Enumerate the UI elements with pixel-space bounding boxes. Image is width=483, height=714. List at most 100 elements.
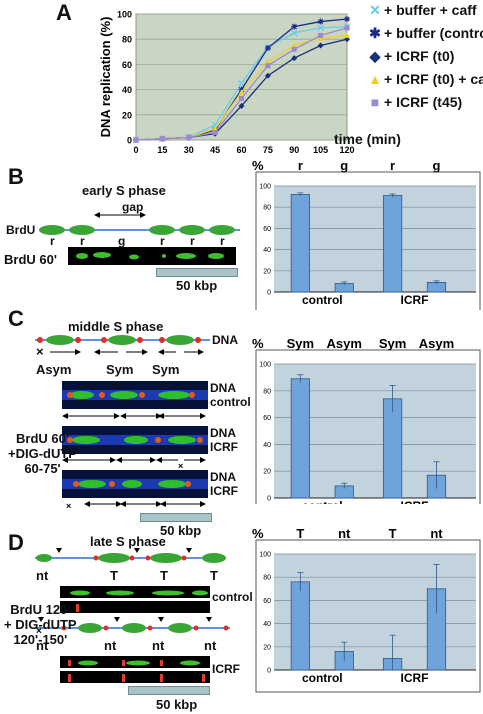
x-tick-a-0: 0 bbox=[133, 145, 138, 155]
line-chart-a: 0 20 40 60 80 100 0 15 30 45 60 75 90 105 120 DNA repli… bbox=[98, 10, 355, 156]
bar-label-b-3: g bbox=[433, 160, 441, 173]
d-track-control: control bbox=[212, 590, 253, 604]
y-tick-a-3: 60 bbox=[122, 60, 132, 70]
point-s4-8 bbox=[344, 25, 350, 31]
cross-c: × bbox=[36, 344, 44, 359]
bar-chart-c: 0 20 40 60 80 100 Sym Asym Sym Asym control ICRF% bbox=[252, 336, 481, 504]
y-tick-c-2: 40 bbox=[263, 442, 271, 449]
point-s1-8 bbox=[344, 16, 350, 23]
legend-marker-4: ■ bbox=[370, 94, 380, 110]
track2-dna: DNA bbox=[210, 426, 236, 440]
point-s4-2 bbox=[186, 134, 192, 140]
y-tick-d-2: 40 bbox=[263, 621, 271, 628]
fiber-label-r5: r bbox=[220, 234, 225, 248]
bar-label-c-3: Asym bbox=[419, 336, 454, 351]
group-label-c-1: ICRF bbox=[401, 499, 429, 504]
legend-label-2: + ICRF (t0) bbox=[384, 48, 455, 64]
y-tick-b-0: 0 bbox=[267, 290, 271, 297]
point-s3-5 bbox=[264, 58, 271, 65]
y-tick-d-3: 60 bbox=[263, 598, 271, 605]
scale-bar-b bbox=[156, 268, 238, 277]
fiber-diagram-b bbox=[39, 212, 240, 235]
scale-label-b: 50 kbp bbox=[176, 278, 218, 293]
point-s4-6 bbox=[291, 46, 297, 52]
fiber-label-r2: r bbox=[80, 234, 85, 248]
y-tick-d-0: 0 bbox=[267, 668, 271, 675]
y-tick-b-5: 100 bbox=[259, 184, 271, 191]
y-tick-c-4: 80 bbox=[263, 388, 271, 395]
side-label-c-line2: +DIG-dUTP bbox=[8, 446, 77, 461]
group-label-c-0: control bbox=[302, 499, 343, 504]
group-label-d-0: control bbox=[302, 671, 343, 685]
point-s4-0 bbox=[133, 137, 139, 143]
track3-condition: ICRF bbox=[210, 484, 238, 498]
micrograph-d1a bbox=[60, 586, 210, 598]
bar-label-b-0: r bbox=[298, 160, 303, 173]
track1-condition: control bbox=[210, 395, 251, 409]
panel-b-letter: B bbox=[8, 164, 24, 189]
x-tick-a-2: 30 bbox=[184, 145, 194, 155]
y-tick-b-2: 40 bbox=[263, 247, 271, 254]
x-tick-a-6: 90 bbox=[289, 145, 299, 155]
side-label-d-line1: BrdU 120' bbox=[10, 602, 71, 617]
y-tick-c-1: 20 bbox=[263, 469, 271, 476]
bar-chart-b: 0 20 40 60 80 100 r g r g control ICRF% bbox=[252, 160, 481, 310]
scale-label-d: 50 kbp bbox=[156, 697, 198, 712]
x-tick-a-4: 60 bbox=[236, 145, 246, 155]
micrograph-d1b bbox=[60, 601, 210, 613]
d1-label-t1: T bbox=[110, 568, 118, 583]
fiber-diagram-d1 bbox=[35, 548, 226, 563]
bar-label-d-1: nt bbox=[338, 528, 351, 541]
y-tick-d-4: 80 bbox=[263, 575, 271, 582]
panel-c-title: middle S phase bbox=[68, 319, 164, 334]
y-tick-c-5: 100 bbox=[259, 362, 271, 369]
bar-label-d-3: nt bbox=[430, 528, 443, 541]
x-tick-a-5: 75 bbox=[263, 145, 273, 155]
y-tick-a-5: 100 bbox=[117, 10, 132, 20]
svg-text:×: × bbox=[36, 626, 42, 637]
brdu-fiber-label: BrdU bbox=[6, 223, 36, 237]
legend-row-1: ✱+ buffer (control) bbox=[366, 25, 483, 42]
bar-label-b-2: r bbox=[390, 160, 395, 173]
d-track-icrf: ICRF bbox=[212, 662, 240, 676]
legend-row-0: ✕ + buffer + caff bbox=[366, 2, 476, 19]
bar-label-c-0: Sym bbox=[287, 336, 314, 351]
panel-d-title: late S phase bbox=[90, 534, 166, 549]
legend-row-2: ◆ + ICRF (t0) bbox=[366, 48, 455, 65]
plot-area-a bbox=[135, 13, 348, 141]
gap-label: gap bbox=[122, 200, 144, 214]
bar-b-2 bbox=[382, 195, 403, 293]
x-tick-a-8: 120 bbox=[339, 145, 354, 155]
point-s2-4 bbox=[238, 102, 245, 109]
bar-label-d-0: T bbox=[296, 528, 304, 541]
fiber-diagram-d2: × bbox=[35, 617, 230, 637]
y-tick-a-2: 40 bbox=[122, 85, 132, 95]
scale-bar-d bbox=[128, 686, 210, 695]
point-s1-6 bbox=[291, 23, 298, 30]
track1-arrows bbox=[62, 413, 206, 419]
y-axis-label-a: DNA replication (%) bbox=[98, 17, 113, 138]
micrograph-c2 bbox=[62, 426, 208, 454]
fiber-label-g: g bbox=[118, 234, 126, 248]
side-label-d-line3: 120'-150' bbox=[13, 632, 68, 647]
point-s3-4 bbox=[238, 89, 245, 95]
legend-label-4: + ICRF (t45) bbox=[384, 94, 463, 110]
point-s4-7 bbox=[318, 32, 324, 38]
fiber-label-r1: r bbox=[50, 234, 55, 248]
track1-dna: DNA bbox=[210, 381, 236, 395]
group-label-b-0: control bbox=[302, 293, 343, 307]
d1-label-t3: T bbox=[210, 568, 218, 583]
point-s3-8 bbox=[344, 32, 350, 38]
track3-dna: DNA bbox=[210, 470, 236, 484]
point-s2-6 bbox=[291, 55, 298, 62]
bar-label-c-2: Sym bbox=[379, 336, 406, 351]
legend-row-4: ■ + ICRF (t45) bbox=[366, 94, 462, 110]
y-tick-a-4: 80 bbox=[122, 35, 132, 45]
micrograph-d2a bbox=[60, 656, 210, 668]
bar-d-0 bbox=[290, 581, 310, 671]
panel-b-title: early S phase bbox=[82, 183, 166, 198]
percent-label-c: % bbox=[252, 336, 264, 351]
bar-label-b-1: g bbox=[340, 160, 348, 173]
point-s1-5 bbox=[264, 45, 271, 52]
